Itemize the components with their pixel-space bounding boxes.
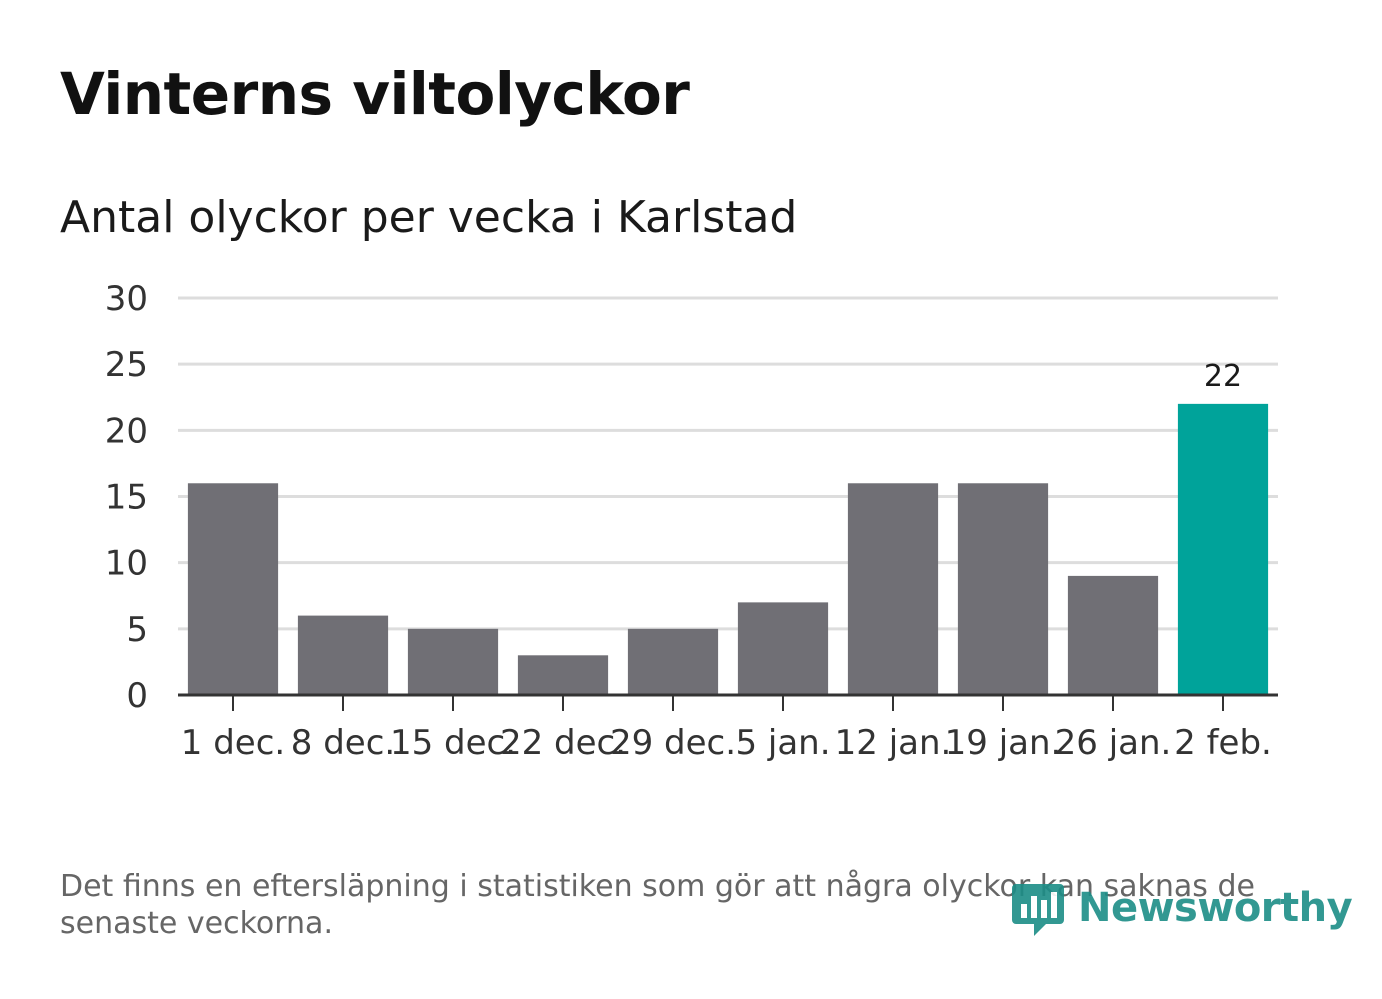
x-axis-ticks: 1 dec. 8 dec.15 dec.22 dec.29 dec. 5 jan. 1…: [181, 695, 1272, 763]
logo-text: Newsworthy: [1078, 885, 1353, 931]
x-tick-label: 1 dec.: [181, 723, 285, 763]
y-axis-ticks: 0 5 10 15 20 25 30: [105, 279, 148, 716]
x-tick-label: 5 jan.: [735, 723, 830, 763]
data-labels: 22: [1204, 359, 1242, 394]
newsworthy-logo: Newsworthy: [1010, 878, 1353, 938]
bar-value-label: 22: [1204, 359, 1242, 394]
y-tick-label: 30: [105, 279, 148, 319]
x-tick-label: 15 dec.: [390, 723, 516, 763]
y-tick-label: 20: [105, 411, 148, 451]
y-tick-label: 5: [126, 610, 148, 650]
x-tick-label: 22 dec.: [500, 723, 626, 763]
bars: [187, 403, 1269, 695]
bar: [737, 602, 829, 695]
y-tick-label: 25: [105, 345, 148, 385]
bar: [517, 655, 609, 695]
x-tick-label: 26 jan.: [1055, 723, 1172, 763]
x-tick-label: 19 jan.: [945, 723, 1062, 763]
x-tick-label: 8 dec.: [291, 723, 395, 763]
bar: [957, 483, 1049, 695]
x-tick-label: 12 jan.: [835, 723, 952, 763]
y-tick-label: 15: [105, 478, 148, 518]
y-tick-label: 0: [126, 676, 148, 716]
bar: [847, 483, 939, 695]
bar: [407, 628, 499, 695]
chart-title: Vinterns viltolyckor: [60, 60, 690, 128]
bar: [1177, 403, 1269, 695]
bar: [627, 628, 719, 695]
bar: [1067, 575, 1159, 695]
x-tick-label: 2 feb.: [1174, 723, 1272, 763]
bar: [297, 615, 389, 695]
chart-subtitle: Antal olyckor per vecka i Karlstad: [60, 192, 798, 243]
y-tick-label: 10: [105, 544, 148, 584]
x-tick-label: 29 dec.: [610, 723, 736, 763]
bar: [187, 483, 279, 695]
newsworthy-bar-chart-icon: [1012, 884, 1064, 936]
